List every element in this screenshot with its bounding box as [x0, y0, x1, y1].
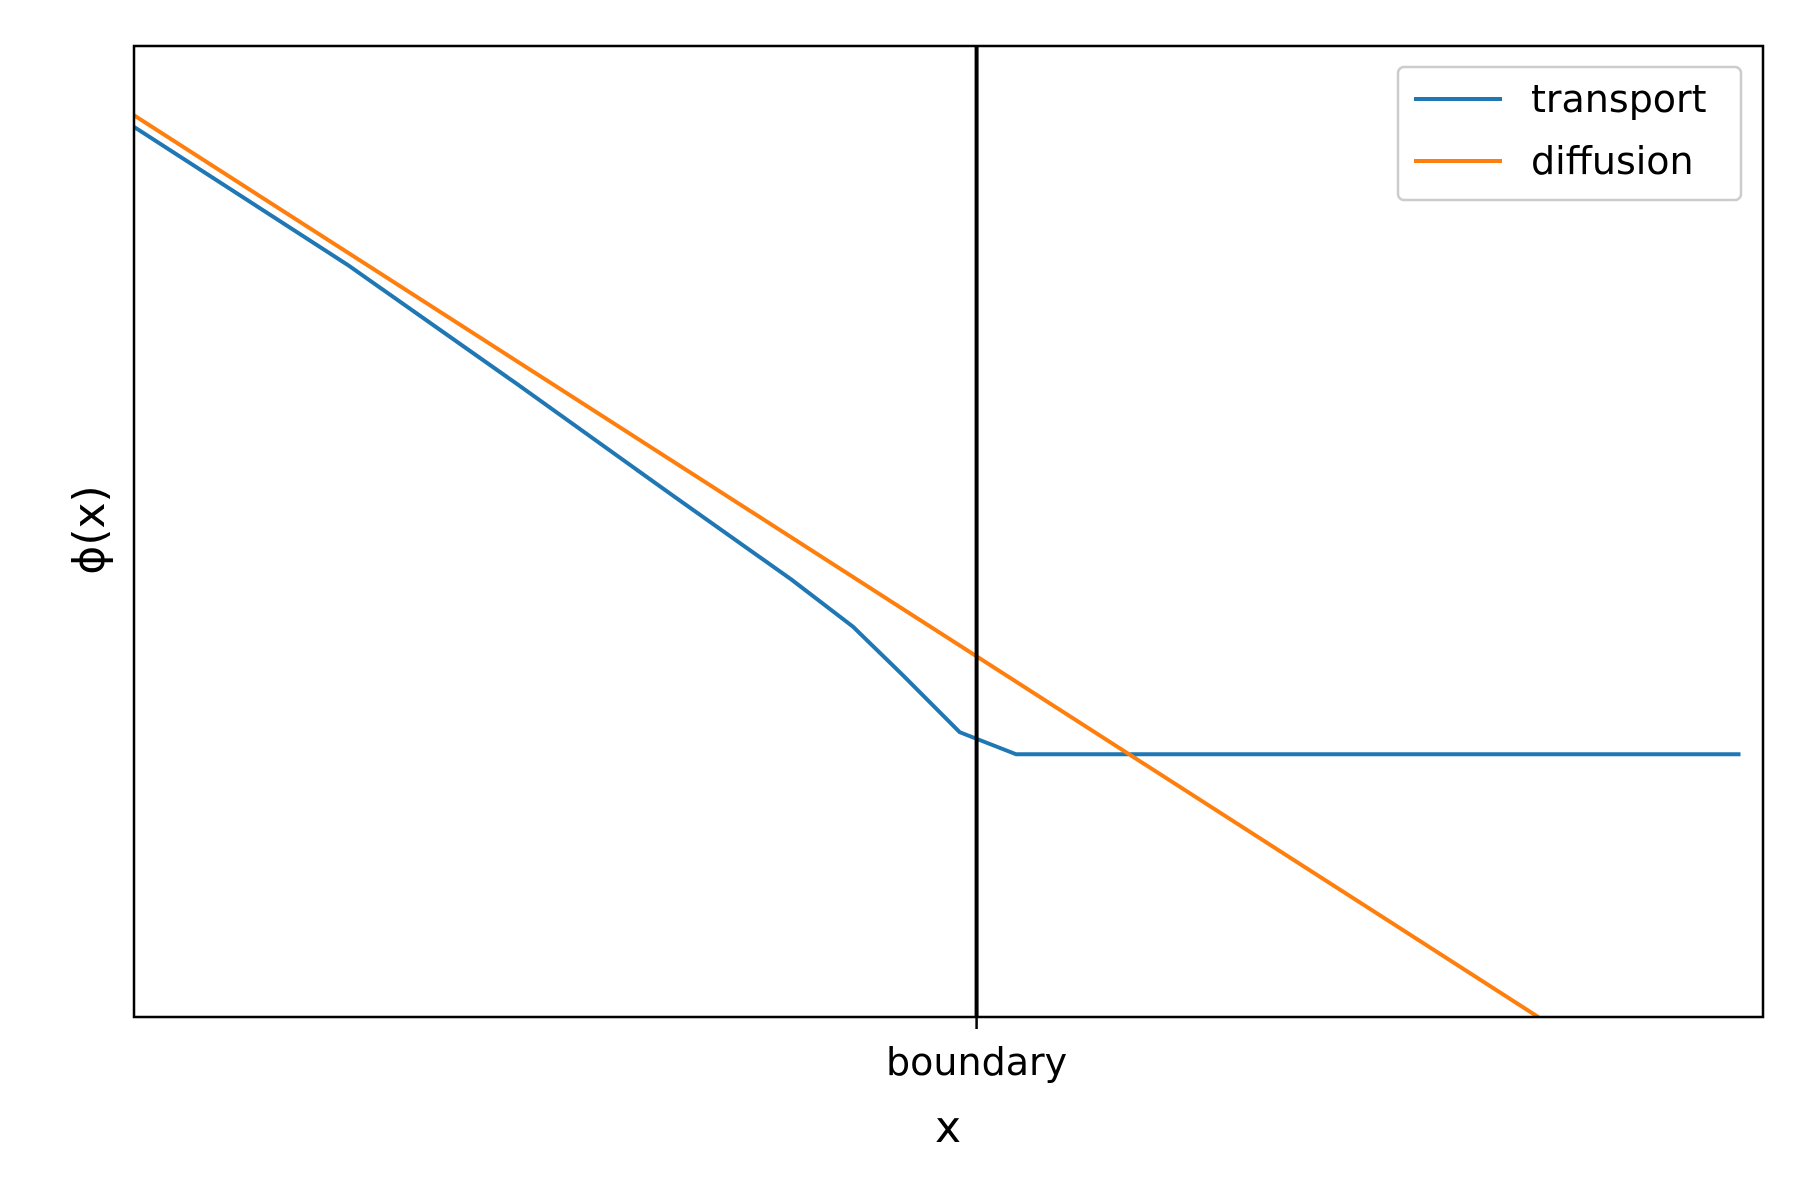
plot-frame [132, 44, 1765, 1019]
series-line-transport [134, 125, 1741, 757]
legend: transport diffusion [1396, 65, 1743, 202]
legend-label-diffusion: diffusion [1531, 139, 1694, 183]
plot-area [134, 46, 1763, 1017]
y-axis-label: ϕ(x) [64, 485, 115, 574]
legend-label-transport: transport [1531, 77, 1707, 121]
series-line-diffusion [134, 113, 1540, 1017]
x-tick-label: boundary [886, 1040, 1067, 1084]
x-axis-label: x [935, 1102, 961, 1153]
